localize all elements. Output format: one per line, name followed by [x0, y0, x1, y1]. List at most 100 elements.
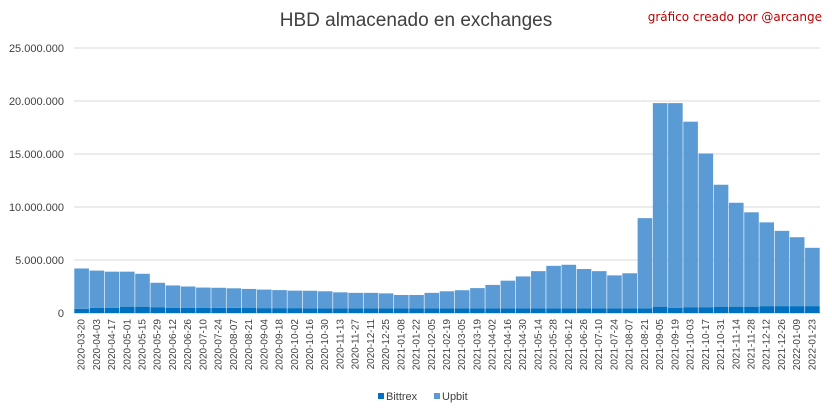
x-tick-label: 2021-12-26	[777, 319, 788, 371]
x-tick-label: 2020-09-18	[275, 319, 286, 371]
bar-upbit	[485, 284, 500, 309]
bar-bittrex	[744, 306, 759, 313]
bar-bittrex	[774, 306, 790, 313]
bar-bittrex	[302, 308, 318, 313]
y-tick-label: 10.000.000	[9, 202, 64, 214]
x-tick-label: 2021-05-28	[549, 319, 560, 371]
bar-bittrex	[607, 308, 622, 313]
x-tick-label: 2020-07-10	[198, 319, 209, 371]
bar-upbit	[165, 285, 181, 308]
bar-bittrex	[119, 306, 135, 313]
bar-upbit	[789, 237, 805, 307]
bar-upbit	[713, 184, 729, 307]
bar-bittrex	[348, 308, 363, 313]
bar-bittrex	[150, 307, 166, 313]
x-tick-label: 2021-06-26	[579, 319, 590, 371]
x-tick-label: 2021-01-22	[412, 319, 423, 371]
bar-upbit	[515, 276, 531, 309]
bars	[74, 103, 820, 313]
bar-bittrex	[241, 308, 257, 313]
bar-upbit	[546, 265, 561, 309]
x-tick-label: 2021-02-19	[442, 319, 453, 371]
x-tick-label: 2021-10-31	[716, 319, 727, 371]
x-tick-label: 2020-11-27	[351, 319, 362, 370]
bar-bittrex	[805, 306, 820, 313]
bar-bittrex	[652, 306, 668, 313]
bar-bittrex	[424, 308, 440, 313]
legend-label-bittrex: Bittrex	[386, 391, 418, 403]
bar-upbit	[622, 273, 638, 309]
bar-upbit	[683, 121, 698, 308]
chart-credit-annotation: gráfico creado por @arcange	[647, 10, 822, 24]
bar-upbit	[439, 291, 455, 309]
x-tick-label: 2020-05-15	[138, 319, 149, 371]
bar-upbit	[256, 289, 272, 309]
bar-upbit	[668, 103, 683, 308]
bar-bittrex	[287, 308, 303, 313]
bar-upbit	[805, 247, 820, 307]
bar-bittrex	[683, 307, 698, 313]
bar-upbit	[637, 218, 653, 309]
bar-upbit	[759, 222, 775, 307]
bar-bittrex	[454, 308, 470, 313]
bar-upbit	[378, 293, 394, 309]
bar-upbit	[591, 271, 607, 309]
bar-upbit	[561, 264, 577, 309]
bar-bittrex	[500, 308, 516, 313]
x-tick-label: 2021-04-02	[488, 319, 499, 371]
x-tick-label: 2020-04-17	[107, 319, 118, 371]
bar-bittrex	[485, 308, 500, 313]
bar-upbit	[180, 286, 196, 308]
legend-swatch-upbit	[434, 393, 440, 399]
bar-upbit	[409, 294, 424, 309]
x-tick-label: 2021-10-17	[701, 319, 712, 371]
x-tick-label: 2020-12-11	[366, 319, 377, 370]
bar-bittrex	[515, 308, 531, 313]
bar-bittrex	[591, 308, 607, 313]
x-tick-label: 2021-04-30	[518, 319, 529, 371]
bar-bittrex	[272, 308, 287, 313]
x-tick-label: 2021-12-12	[762, 319, 773, 371]
bar-upbit	[394, 294, 409, 309]
bar-bittrex	[196, 307, 211, 313]
bar-bittrex	[333, 308, 348, 313]
legend: Bittrex Upbit	[378, 391, 468, 403]
bar-upbit	[119, 271, 135, 307]
x-tick-label: 2022-01-23	[807, 319, 818, 371]
x-tick-label: 2021-09-05	[655, 319, 666, 371]
bar-upbit	[728, 202, 744, 307]
x-tick-label: 2020-06-26	[183, 319, 194, 371]
bar-bittrex	[104, 307, 120, 313]
x-tick-label: 2022-01-09	[792, 319, 803, 371]
bar-upbit	[287, 290, 303, 309]
x-tick-label: 2020-04-03	[92, 319, 103, 371]
bar-bittrex	[622, 308, 638, 313]
x-tick-label: 2021-08-07	[625, 319, 636, 371]
bar-bittrex	[728, 306, 744, 313]
x-tick-label: 2020-05-29	[153, 319, 164, 371]
bar-upbit	[348, 292, 363, 309]
bar-bittrex	[668, 307, 683, 313]
bar-upbit	[744, 212, 759, 307]
bar-upbit	[135, 273, 150, 307]
legend-label-upbit: Upbit	[442, 391, 468, 403]
bar-bittrex	[759, 306, 775, 313]
bar-upbit	[317, 291, 333, 309]
y-axis-ticks: 0 5.000.000 10.000.000 15.000.000 20.000.000…	[9, 43, 64, 320]
bar-upbit	[226, 288, 242, 308]
bar-bittrex	[439, 308, 455, 313]
bar-upbit	[302, 290, 318, 309]
bar-upbit	[89, 270, 105, 308]
x-tick-label: 2020-11-13	[335, 319, 346, 370]
x-tick-label: 2021-01-08	[396, 319, 407, 371]
bar-bittrex	[211, 307, 226, 313]
bar-bittrex	[546, 308, 561, 313]
bar-bittrex	[363, 308, 379, 313]
x-tick-label: 2021-02-05	[427, 319, 438, 371]
bar-upbit	[241, 288, 257, 309]
bar-bittrex	[394, 308, 409, 313]
bar-upbit	[150, 282, 166, 308]
bar-bittrex	[317, 308, 333, 313]
x-tick-label: 2021-11-28	[746, 319, 757, 370]
